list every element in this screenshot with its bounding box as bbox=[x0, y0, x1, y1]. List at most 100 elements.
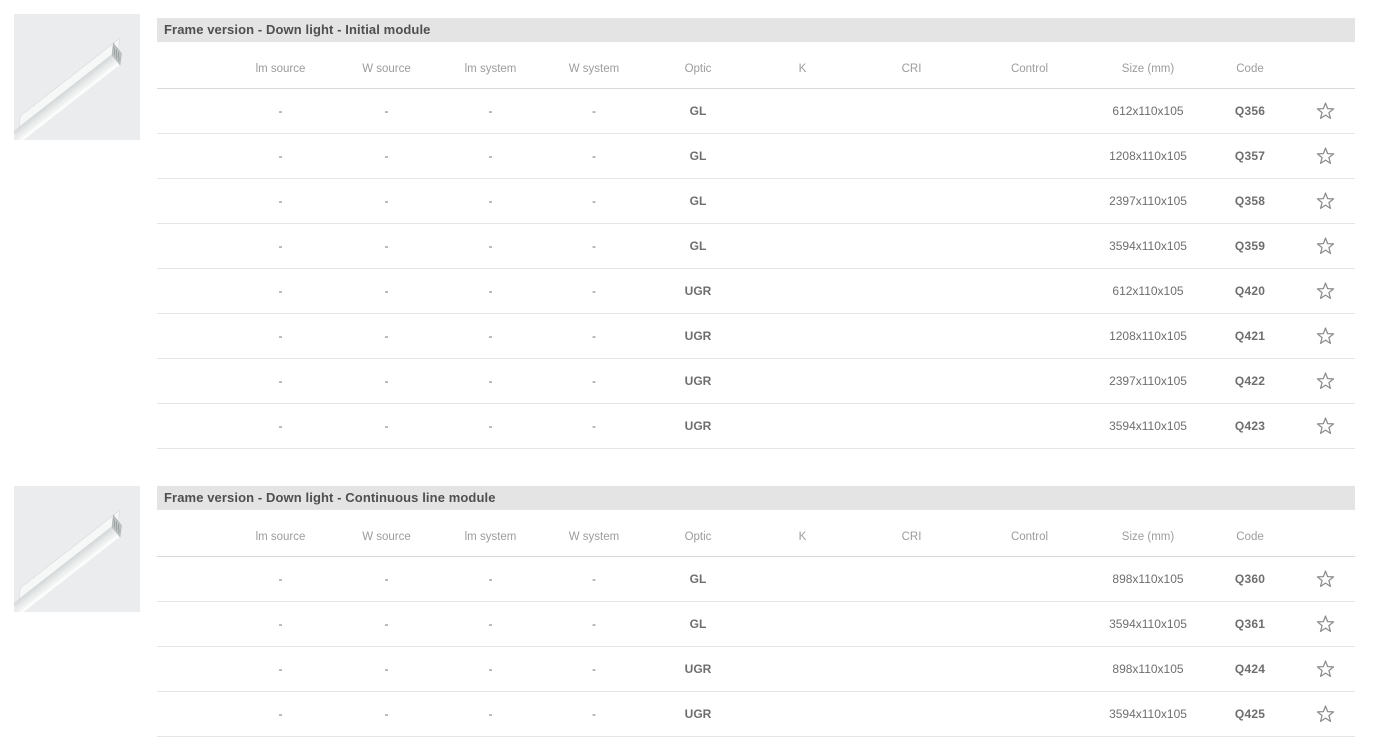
cell-control bbox=[968, 358, 1091, 404]
column-header-cri: CRI bbox=[855, 42, 968, 89]
cell-control bbox=[968, 268, 1091, 314]
cell-code: Q424 bbox=[1205, 646, 1295, 692]
column-header-size: Size (mm) bbox=[1091, 42, 1205, 89]
cell-k bbox=[750, 268, 855, 314]
cell-size: 612x110x105 bbox=[1091, 88, 1205, 134]
favorite-star-button[interactable] bbox=[1313, 657, 1338, 681]
cell-code: Q423 bbox=[1205, 403, 1295, 449]
cell-favorite bbox=[1295, 403, 1355, 449]
row-spacer bbox=[157, 133, 227, 179]
column-header-w-source: W source bbox=[334, 42, 439, 89]
favorite-star-button[interactable] bbox=[1313, 234, 1338, 258]
table-row: - - - - UGR 612x110x105 Q420 bbox=[157, 268, 1355, 314]
favorite-star-button[interactable] bbox=[1313, 612, 1338, 636]
cell-favorite bbox=[1295, 358, 1355, 404]
cell-w-source: - bbox=[334, 313, 439, 359]
cell-size: 1208x110x105 bbox=[1091, 133, 1205, 179]
cell-cri bbox=[855, 646, 968, 692]
cell-control bbox=[968, 313, 1091, 359]
product-table-wrap: Frame version - Down light - Continuous … bbox=[157, 486, 1355, 737]
table-row: - - - - GL 1208x110x105 Q357 bbox=[157, 133, 1355, 179]
cell-size: 2397x110x105 bbox=[1091, 358, 1205, 404]
cell-code: Q360 bbox=[1205, 556, 1295, 602]
cell-w-source: - bbox=[334, 601, 439, 647]
cell-lm-source: - bbox=[227, 601, 334, 647]
cell-optic: UGR bbox=[646, 313, 750, 359]
cell-k bbox=[750, 646, 855, 692]
column-header-lm-source: lm source bbox=[227, 510, 334, 557]
table-row: - - - - UGR 898x110x105 Q424 bbox=[157, 646, 1355, 692]
cell-size: 1208x110x105 bbox=[1091, 313, 1205, 359]
linear-profile-image bbox=[12, 486, 140, 615]
column-header-lm-system: lm system bbox=[439, 42, 542, 89]
cell-cri bbox=[855, 403, 968, 449]
column-header-optic: Optic bbox=[646, 42, 750, 89]
cell-control bbox=[968, 178, 1091, 224]
cell-control bbox=[968, 646, 1091, 692]
cell-w-system: - bbox=[542, 223, 646, 269]
cell-optic: UGR bbox=[646, 403, 750, 449]
cell-lm-system: - bbox=[439, 556, 542, 602]
cell-control bbox=[968, 403, 1091, 449]
cell-lm-system: - bbox=[439, 268, 542, 314]
cell-optic: GL bbox=[646, 223, 750, 269]
favorite-star-button[interactable] bbox=[1313, 414, 1338, 438]
favorite-star-button[interactable] bbox=[1313, 324, 1338, 348]
cell-lm-system: - bbox=[439, 313, 542, 359]
star-icon bbox=[1316, 659, 1334, 677]
table-row: - - - - GL 612x110x105 Q356 bbox=[157, 88, 1355, 134]
cell-favorite bbox=[1295, 133, 1355, 179]
cell-optic: GL bbox=[646, 601, 750, 647]
row-spacer bbox=[157, 268, 227, 314]
cell-w-system: - bbox=[542, 646, 646, 692]
cell-lm-source: - bbox=[227, 268, 334, 314]
cell-code: Q425 bbox=[1205, 691, 1295, 737]
table-row: - - - - UGR 1208x110x105 Q421 bbox=[157, 313, 1355, 359]
favorite-star-button[interactable] bbox=[1313, 99, 1338, 123]
column-header-cri: CRI bbox=[855, 510, 968, 557]
cell-lm-source: - bbox=[227, 403, 334, 449]
cell-cri bbox=[855, 358, 968, 404]
cell-favorite bbox=[1295, 223, 1355, 269]
favorite-star-button[interactable] bbox=[1313, 189, 1338, 213]
column-header-lm-source: lm source bbox=[227, 42, 334, 89]
linear-profile-image bbox=[12, 14, 140, 143]
favorite-star-button[interactable] bbox=[1313, 279, 1338, 303]
row-spacer bbox=[157, 556, 227, 602]
cell-lm-system: - bbox=[439, 403, 542, 449]
cell-code: Q357 bbox=[1205, 133, 1295, 179]
favorite-star-button[interactable] bbox=[1313, 369, 1338, 393]
cell-cri bbox=[855, 691, 968, 737]
row-spacer bbox=[157, 601, 227, 647]
header-spacer bbox=[157, 510, 227, 557]
product-table-wrap: Frame version - Down light - Initial mod… bbox=[157, 18, 1355, 449]
cell-favorite bbox=[1295, 556, 1355, 602]
cell-k bbox=[750, 691, 855, 737]
favorite-star-button[interactable] bbox=[1313, 702, 1338, 726]
cell-k bbox=[750, 403, 855, 449]
cell-lm-system: - bbox=[439, 133, 542, 179]
cell-favorite bbox=[1295, 88, 1355, 134]
header-row: lm source W source lm system W system Optic K… bbox=[157, 42, 1355, 89]
cell-favorite bbox=[1295, 646, 1355, 692]
table-head: lm source W source lm system W system Optic K… bbox=[157, 510, 1355, 557]
row-spacer bbox=[157, 313, 227, 359]
star-icon bbox=[1316, 281, 1334, 299]
cell-lm-source: - bbox=[227, 88, 334, 134]
favorite-star-button[interactable] bbox=[1313, 567, 1338, 591]
column-header-code: Code bbox=[1205, 510, 1295, 557]
row-spacer bbox=[157, 646, 227, 692]
cell-code: Q361 bbox=[1205, 601, 1295, 647]
cell-lm-source: - bbox=[227, 178, 334, 224]
column-header-lm-system: lm system bbox=[439, 510, 542, 557]
cell-cri bbox=[855, 223, 968, 269]
cell-w-system: - bbox=[542, 313, 646, 359]
favorite-star-button[interactable] bbox=[1313, 144, 1338, 168]
cell-optic: UGR bbox=[646, 691, 750, 737]
cell-cri bbox=[855, 313, 968, 359]
table-body: - - - - GL 612x110x105 Q356- - - - GL 1208x110x105 Q… bbox=[157, 88, 1355, 449]
cell-lm-system: - bbox=[439, 223, 542, 269]
table-body: - - - - GL 898x110x105 Q360- - - - GL 3594x110x105 Q… bbox=[157, 556, 1355, 737]
cell-k bbox=[750, 556, 855, 602]
cell-lm-system: - bbox=[439, 358, 542, 404]
